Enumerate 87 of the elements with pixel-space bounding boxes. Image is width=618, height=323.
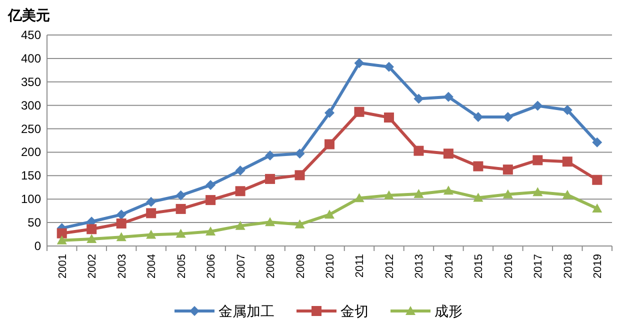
point: [176, 190, 186, 200]
legend-label: 成形: [434, 303, 462, 319]
point: [206, 195, 216, 206]
point: [116, 210, 126, 220]
point: [146, 208, 156, 218]
point: [562, 190, 572, 199]
x-tick-label: 2006: [206, 254, 218, 278]
point: [414, 188, 424, 198]
y-tick-label: 350: [20, 74, 42, 89]
point: [354, 106, 364, 117]
point: [235, 220, 246, 230]
y-tick-label: 250: [20, 122, 42, 136]
y-tick-label: 0: [34, 239, 42, 253]
y-tick-label: 400: [20, 51, 42, 66]
point: [592, 137, 602, 148]
point: [324, 139, 334, 150]
point: [324, 108, 334, 118]
x-tick-label: 2013: [414, 254, 426, 278]
point: [502, 189, 513, 198]
point: [294, 148, 305, 159]
legend-label: 金属加工: [218, 303, 274, 319]
point: [443, 148, 454, 159]
point: [532, 100, 543, 111]
x-tick-label: 2019: [592, 254, 604, 278]
point: [354, 58, 364, 68]
point: [56, 228, 67, 238]
point: [116, 232, 126, 242]
point: [265, 150, 276, 161]
point: [116, 218, 126, 228]
point: [384, 112, 394, 123]
x-tick-label: 2003: [116, 254, 128, 278]
point: [206, 226, 216, 236]
x-tick-label: 2014: [443, 254, 456, 278]
point: [592, 174, 602, 185]
y-tick-label: 100: [20, 192, 42, 206]
x-tick-label: 2001: [56, 254, 69, 278]
point: [502, 164, 513, 175]
y-tick-label: 450: [20, 28, 42, 42]
x-tick-label: 2011: [354, 254, 366, 278]
x-tick-label: 2005: [176, 254, 188, 278]
y-tick-label: 300: [20, 98, 42, 112]
point: [562, 156, 572, 167]
point: [532, 155, 543, 166]
point: [473, 192, 484, 202]
point: [414, 146, 424, 156]
x-tick-label: 2004: [146, 254, 158, 278]
point: [265, 217, 276, 226]
x-tick-label: 2010: [324, 254, 336, 278]
legend-label: 金切: [340, 303, 368, 319]
point: [324, 210, 334, 219]
point: [443, 186, 454, 195]
point: [235, 186, 246, 196]
y-tick-label: 150: [20, 168, 42, 183]
x-tick-label: 2012: [384, 254, 396, 278]
point: [562, 105, 572, 116]
x-tick-label: 2018: [562, 254, 574, 278]
point: [473, 112, 484, 122]
x-tick-label: 2008: [265, 254, 278, 278]
point: [354, 193, 364, 202]
x-tick-label: 2002: [86, 254, 99, 278]
point: [146, 230, 156, 239]
point: [176, 204, 186, 214]
point: [56, 235, 67, 244]
point: [384, 62, 394, 72]
y-tick-label: 200: [20, 145, 42, 160]
point: [473, 161, 484, 172]
point: [414, 94, 424, 104]
y-tick-label: 50: [28, 216, 42, 230]
x-tick-label: 2007: [235, 254, 248, 278]
point: [146, 196, 156, 207]
point: [86, 224, 97, 234]
point: [443, 92, 454, 102]
point: [592, 203, 602, 212]
x-tick-label: 2017: [532, 254, 545, 278]
point: [384, 190, 394, 200]
x-tick-label: 2016: [502, 254, 515, 278]
point: [265, 174, 276, 184]
point: [235, 166, 246, 176]
point: [176, 228, 186, 238]
point: [532, 187, 543, 196]
y-axis-title: 亿美元: [7, 7, 50, 23]
point: [206, 180, 216, 190]
x-tick-label: 2015: [473, 254, 486, 278]
x-tick-label: 2009: [294, 254, 307, 278]
point: [294, 219, 305, 228]
point: [294, 170, 305, 180]
point: [86, 234, 97, 243]
